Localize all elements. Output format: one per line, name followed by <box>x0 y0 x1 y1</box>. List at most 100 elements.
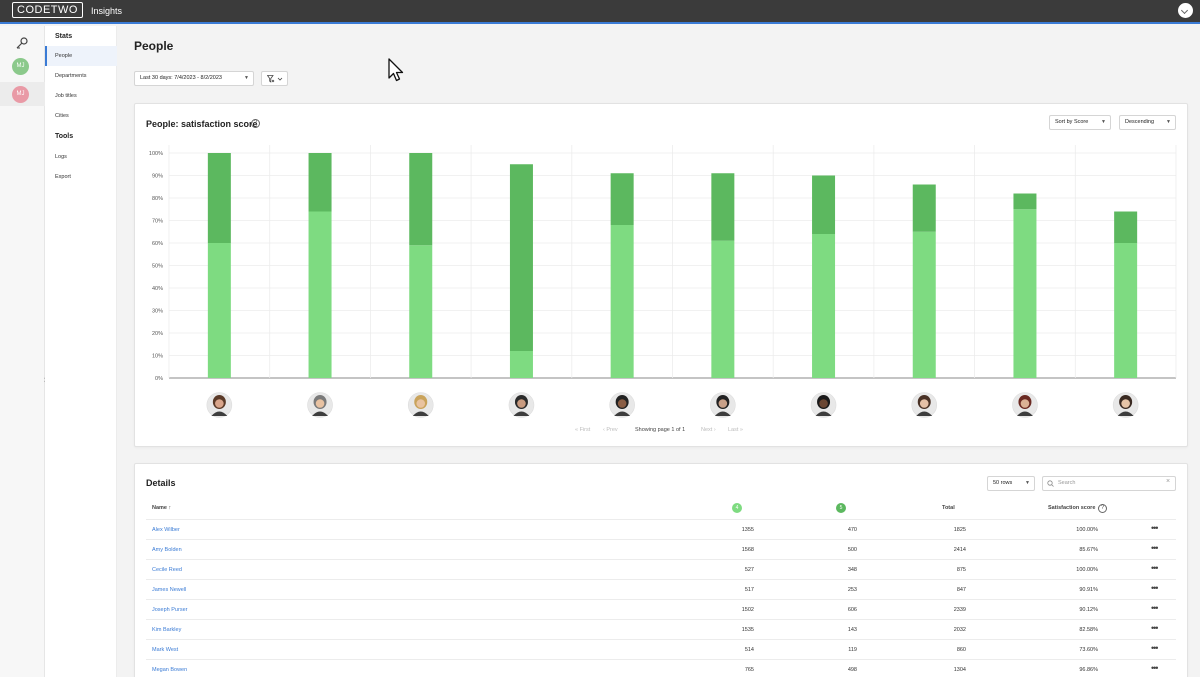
mouse-cursor-icon <box>388 58 404 82</box>
row-actions-icon[interactable]: ••• <box>1151 563 1159 573</box>
row-actions-icon[interactable]: ••• <box>1151 603 1159 613</box>
bar-segment <box>711 173 735 241</box>
avatar-body <box>412 411 429 416</box>
bar-segment <box>610 173 634 225</box>
th-satisfaction-score[interactable]: Satisfaction score <box>1048 505 1096 511</box>
bar-segment <box>308 211 332 378</box>
cell-c5: 119 <box>848 647 857 653</box>
pager-first[interactable]: « First <box>575 427 591 433</box>
cell-total: 875 <box>956 567 966 573</box>
pager-next[interactable]: Next › <box>701 427 716 433</box>
nav-item-people[interactable]: People <box>45 46 117 66</box>
avatar-face <box>1020 399 1030 408</box>
cell-total: 1304 <box>953 667 966 673</box>
person-name-link[interactable]: Cecile Reed <box>152 567 182 573</box>
bar-segment <box>1114 243 1138 378</box>
nav-item-departments[interactable]: Departments <box>55 73 87 79</box>
row-actions-icon[interactable]: ••• <box>1151 663 1159 673</box>
rows-per-page-value: 50 rows <box>993 480 1013 486</box>
avatar-body <box>513 411 530 416</box>
th-total[interactable]: Total <box>942 505 955 511</box>
rows-per-page-select[interactable]: 50 rows ▼ <box>987 476 1035 491</box>
bar-segment <box>207 243 231 378</box>
th-score-4[interactable]: 4 <box>732 503 742 513</box>
cell-c4: 765 <box>744 667 754 673</box>
table-row: Joseph Purser 1502 606 2339 90.12% ••• <box>146 599 1176 619</box>
row-actions-icon[interactable]: ••• <box>1151 583 1159 593</box>
help-icon[interactable]: ? <box>1098 504 1107 513</box>
person-name-link[interactable]: Kim Barkley <box>152 627 182 633</box>
nav-item-cities[interactable]: Cities <box>55 113 69 119</box>
pager-prev[interactable]: ‹ Prev <box>603 427 618 433</box>
cell-total: 860 <box>956 647 966 653</box>
y-tick-label: 10% <box>152 354 163 360</box>
help-icon[interactable]: ? <box>251 119 260 128</box>
cell-total: 2414 <box>953 547 966 553</box>
person-name-link[interactable]: James Newell <box>152 587 187 593</box>
cell-c5: 500 <box>847 547 857 553</box>
avatar-body <box>614 411 631 416</box>
person-name-link[interactable]: Megan Bowen <box>152 667 188 673</box>
person-name-link[interactable]: Amy Bolden <box>152 547 182 553</box>
pager-info: Showing page 1 of 1 <box>635 427 686 433</box>
cell-score: 100.00% <box>1076 567 1098 573</box>
cell-score: 73.60% <box>1079 647 1098 653</box>
y-tick-label: 90% <box>152 174 163 180</box>
avatar-face <box>718 399 728 408</box>
sort-by-value: Sort by Score <box>1055 119 1089 125</box>
avatar-face <box>617 399 627 408</box>
nav-item-export[interactable]: Export <box>55 174 71 180</box>
bar-segment <box>509 351 533 378</box>
th-name[interactable]: Name ↑ <box>152 505 172 511</box>
insights-icon[interactable] <box>15 36 29 50</box>
bar-segment <box>509 164 533 351</box>
cell-score: 100.00% <box>1076 527 1098 533</box>
table-row: James Newell 517 253 847 90.91% ••• <box>146 579 1176 599</box>
row-actions-icon[interactable]: ••• <box>1151 643 1159 653</box>
cell-total: 847 <box>956 587 966 593</box>
row-actions-icon[interactable]: ••• <box>1151 543 1159 553</box>
app-title: Insights <box>91 6 123 16</box>
pager-last[interactable]: Last » <box>728 427 743 433</box>
y-tick-label: 0% <box>155 376 163 382</box>
avatar-body <box>714 411 731 416</box>
sort-by-select[interactable]: Sort by Score ▼ <box>1049 115 1111 130</box>
chevron-down-icon: ▼ <box>244 75 249 81</box>
cell-total: 1825 <box>953 527 966 533</box>
codetwo-logo[interactable]: CODETWO <box>12 2 83 18</box>
user-menu-button[interactable] <box>1178 3 1193 18</box>
table-row: Kim Barkley 1535 143 2032 82.58% ••• <box>146 619 1176 639</box>
row-actions-icon[interactable]: ••• <box>1151 523 1159 533</box>
cell-total: 2339 <box>953 607 966 613</box>
chevron-down-icon: ▼ <box>1101 119 1106 125</box>
secondary-nav: Stats People Departments Job titles Citi… <box>45 26 117 677</box>
row-actions-icon[interactable]: ••• <box>1151 623 1159 633</box>
clear-search-icon[interactable]: × <box>1166 478 1171 485</box>
avatar-body <box>211 411 228 416</box>
search-input[interactable]: Search <box>1042 476 1176 491</box>
person-name-link[interactable]: Mark West <box>152 647 179 653</box>
y-tick-label: 100% <box>149 151 163 157</box>
avatar-body <box>312 411 329 416</box>
page-title: People <box>134 39 174 53</box>
date-range-picker[interactable]: Last 30 days: 7/4/2023 - 8/2/2023 ▼ <box>134 71 254 86</box>
tenant-avatar[interactable]: MJ <box>12 86 29 103</box>
cell-c5: 143 <box>847 627 857 633</box>
details-title: Details <box>146 478 176 488</box>
table-row: Alex Wilber 1355 470 1825 100.00% ••• <box>146 519 1176 539</box>
order-select[interactable]: Descending ▼ <box>1119 115 1176 130</box>
table-row: Mark West 514 119 860 73.60% ••• <box>146 639 1176 659</box>
filter-button[interactable] <box>261 71 288 86</box>
bar-segment <box>711 240 735 378</box>
tenant-avatar[interactable]: MJ <box>12 58 29 75</box>
y-tick-label: 30% <box>152 309 163 315</box>
nav-item-job-titles[interactable]: Job titles <box>55 93 77 99</box>
cell-c5: 348 <box>847 567 857 573</box>
person-name-link[interactable]: Alex Wilber <box>152 527 180 533</box>
bar-segment <box>207 153 231 243</box>
top-bar: CODETWO Insights <box>0 0 1200 24</box>
nav-item-logs[interactable]: Logs <box>55 154 67 160</box>
th-score-5[interactable]: 5 <box>836 503 846 513</box>
person-name-link[interactable]: Joseph Purser <box>152 607 188 613</box>
avatar-face <box>819 399 828 408</box>
